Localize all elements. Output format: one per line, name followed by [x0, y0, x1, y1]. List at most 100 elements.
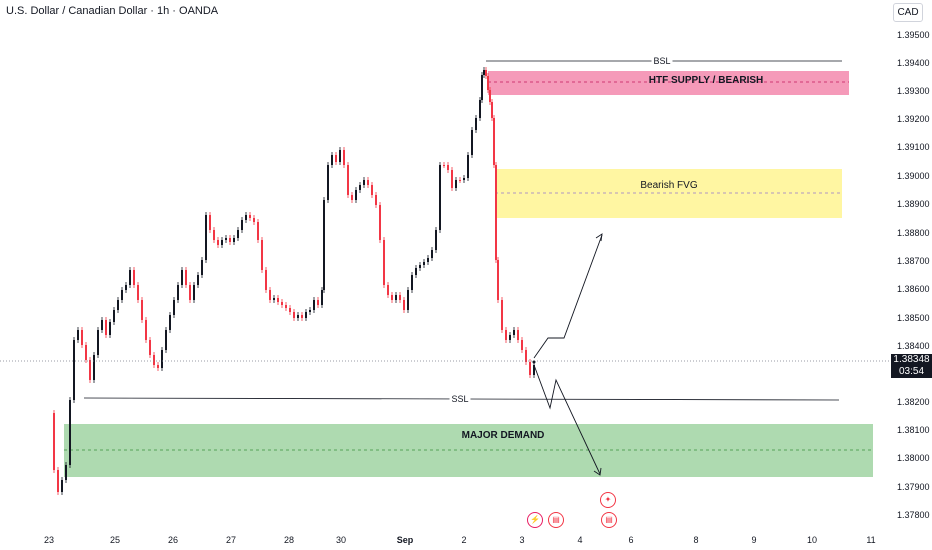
candle-body: [415, 268, 417, 275]
calendar-event-icon[interactable]: ▤: [601, 512, 617, 528]
candle-body: [517, 330, 519, 340]
candle-body: [265, 270, 267, 290]
time-tick: 27: [225, 535, 237, 545]
candle-body: [273, 298, 275, 300]
candle-body: [53, 413, 55, 470]
candle-body: [475, 118, 477, 130]
candle-body: [435, 230, 437, 250]
price-tick: 1.39200: [897, 114, 930, 124]
candle-body: [395, 295, 397, 300]
candle-body: [61, 480, 63, 492]
candle-body: [269, 290, 271, 300]
candle-body: [313, 300, 315, 310]
candle-body: [321, 290, 323, 305]
candle-body: [229, 238, 231, 242]
candle-body: [347, 165, 349, 195]
candle-body: [177, 285, 179, 300]
price-tick: 1.38100: [897, 425, 930, 435]
candle-body: [213, 230, 215, 240]
candle-body: [471, 130, 473, 155]
candle-body: [129, 270, 131, 285]
candle-body: [431, 250, 433, 258]
fvg-zone-label: Bearish FVG: [640, 180, 698, 191]
candle-body: [293, 312, 295, 318]
candle-body: [443, 165, 445, 166]
candle-body: [197, 275, 199, 285]
candle-body: [489, 90, 491, 102]
demand-zone-label: MAJOR DEMAND: [461, 430, 545, 441]
price-tick: 1.38400: [897, 341, 930, 351]
current-price-tag: 1.38348 03:54: [891, 354, 932, 378]
candle-body: [399, 295, 401, 300]
price-tick: 1.39500: [897, 30, 930, 40]
candle-body: [493, 118, 495, 165]
candle-body: [181, 270, 183, 285]
time-tick: 4: [577, 535, 583, 545]
candle-body: [483, 70, 485, 75]
candle-body: [205, 215, 207, 260]
calendar-event-icon[interactable]: ▤: [548, 512, 564, 528]
bar-countdown: 03:54: [898, 366, 925, 377]
candle-body: [305, 312, 307, 318]
candle-body: [161, 350, 163, 368]
candle-body: [455, 180, 457, 188]
candle-body: [109, 322, 111, 335]
candle-body: [153, 355, 155, 365]
price-tick: 1.38000: [897, 453, 930, 463]
last-price-marker: [532, 360, 536, 364]
time-tick: 28: [283, 535, 295, 545]
candle-body: [277, 298, 279, 302]
flash-icon[interactable]: ⚡: [527, 512, 543, 528]
candle-body: [245, 215, 247, 220]
candle-body: [343, 150, 345, 165]
candle-body: [419, 265, 421, 268]
candle-body: [529, 362, 531, 375]
candle-body: [133, 270, 135, 285]
candle-body: [351, 195, 353, 200]
price-tick: 1.39300: [897, 86, 930, 96]
candle-body: [355, 190, 357, 200]
candle-body: [497, 260, 499, 300]
candle-body: [285, 305, 287, 308]
candle-body: [459, 180, 461, 181]
candle-body: [327, 165, 329, 200]
candle-body: [451, 170, 453, 188]
canada-flag-icon[interactable]: ✦: [600, 492, 616, 508]
time-tick: 8: [693, 535, 699, 545]
candle-body: [491, 102, 493, 118]
time-tick: 10: [806, 535, 818, 545]
candle-body: [481, 75, 483, 100]
bullish-arrow-head: [595, 233, 603, 242]
candle-body: [323, 200, 325, 290]
candle-body: [505, 330, 507, 340]
supply-zone-label: HTF SUPPLY / BEARISH: [648, 75, 764, 86]
time-tick: 2: [461, 535, 467, 545]
candle-body: [193, 285, 195, 300]
candle-body: [73, 340, 75, 400]
candle-body: [289, 308, 291, 312]
fvg-zone: [495, 169, 842, 218]
candle-body: [97, 330, 99, 355]
candle-body: [65, 465, 67, 480]
ssl-label: SSL: [449, 394, 471, 404]
time-tick: 30: [335, 535, 347, 545]
candle-body: [69, 400, 71, 465]
candle-body: [217, 240, 219, 245]
time-tick: 3: [519, 535, 525, 545]
supply-zone: [488, 71, 849, 95]
candle-body: [117, 300, 119, 310]
candle-body: [89, 360, 91, 380]
candle-body: [335, 155, 337, 162]
price-tick: 1.39000: [897, 171, 930, 181]
currency-button[interactable]: CAD: [893, 3, 923, 22]
candle-body: [165, 330, 167, 350]
candle-body: [521, 340, 523, 350]
candle-body: [141, 300, 143, 320]
candle-body: [331, 155, 333, 165]
candle-body: [495, 165, 497, 260]
candle-body: [201, 260, 203, 275]
candle-body: [169, 315, 171, 330]
candle-body: [221, 240, 223, 245]
candle-body: [257, 222, 259, 240]
